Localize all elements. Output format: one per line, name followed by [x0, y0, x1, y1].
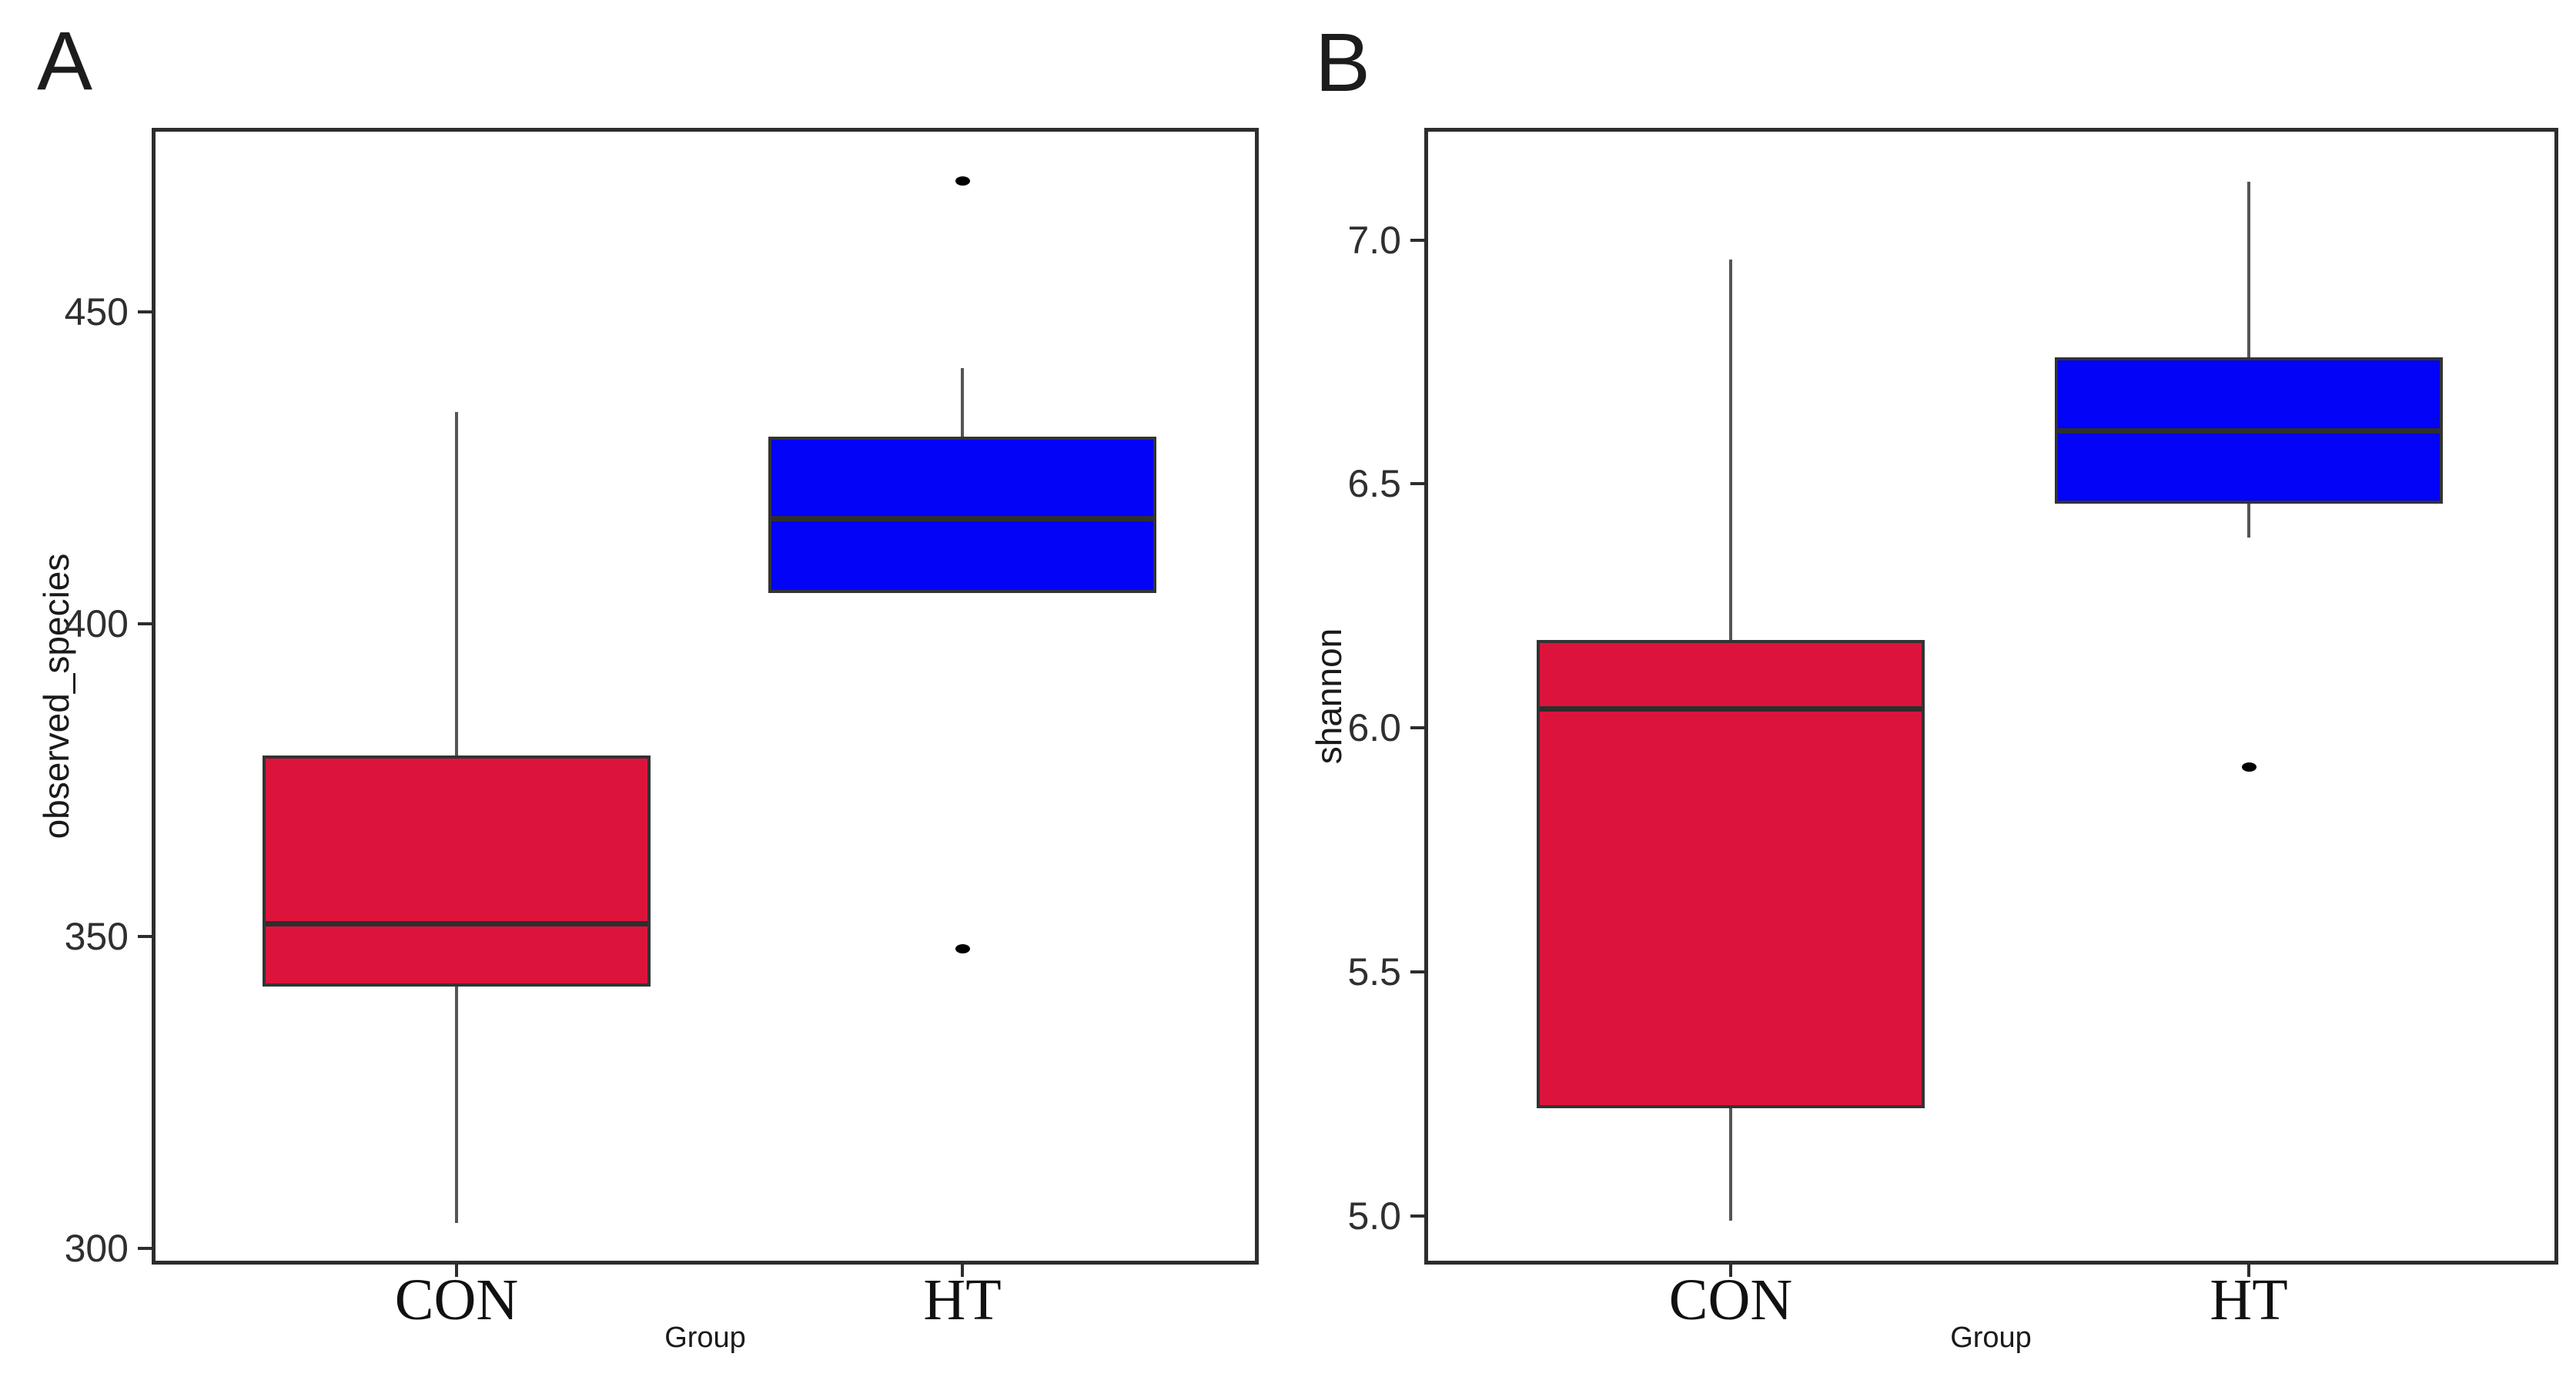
x-axis-tick — [961, 1265, 964, 1277]
panel-A-label: A — [37, 14, 93, 107]
panel-B-x-axis-title: Group — [1950, 1322, 2032, 1354]
y-axis-tick — [1410, 970, 1424, 973]
outlier-point — [955, 944, 970, 953]
panel-A-plot-frame — [152, 128, 1259, 1265]
outlier-point — [2242, 762, 2257, 772]
y-axis-tick — [138, 310, 152, 313]
y-axis-tick-label: 5.5 — [1347, 950, 1401, 993]
lower-whisker — [1729, 1108, 1732, 1221]
outlier-point — [955, 176, 970, 186]
x-axis-tick — [2247, 1265, 2250, 1277]
lower-whisker — [455, 986, 458, 1223]
iqr-box-con — [1537, 640, 1925, 1108]
x-axis-tick — [455, 1265, 458, 1277]
y-axis-tick-label: 400 — [64, 602, 129, 645]
y-axis-tick — [1410, 482, 1424, 485]
iqr-box-con — [263, 756, 651, 987]
upper-whisker — [2247, 182, 2250, 357]
median-line — [2058, 428, 2440, 434]
y-axis-tick-label: 5.0 — [1347, 1194, 1401, 1238]
panel-A-x-axis-title: Group — [664, 1322, 746, 1354]
x-category-label: HT — [2210, 1268, 2288, 1332]
panel-B-label: B — [1315, 15, 1371, 109]
median-line — [266, 921, 647, 926]
y-axis-tick — [138, 935, 152, 938]
y-axis-tick — [138, 622, 152, 625]
y-axis-tick-label: 450 — [64, 290, 129, 333]
y-axis-tick — [1410, 726, 1424, 729]
y-axis-tick — [138, 1247, 152, 1250]
iqr-box-ht — [768, 437, 1156, 593]
y-axis-tick-label: 350 — [64, 915, 129, 958]
upper-whisker — [1729, 260, 1732, 640]
y-axis-tick-label: 300 — [64, 1227, 129, 1270]
y-axis-tick-label: 7.0 — [1347, 219, 1401, 262]
median-line — [1540, 706, 1922, 712]
x-category-label: CON — [394, 1268, 519, 1332]
lower-whisker — [2247, 504, 2250, 538]
x-category-label: HT — [923, 1268, 1002, 1332]
x-category-label: CON — [1668, 1268, 1793, 1332]
median-line — [771, 516, 1153, 521]
y-axis-tick-label: 6.0 — [1347, 706, 1401, 749]
x-axis-tick — [1729, 1265, 1732, 1277]
upper-whisker — [961, 368, 964, 437]
y-axis-tick — [1410, 239, 1424, 242]
y-axis-tick-label: 6.5 — [1347, 462, 1401, 505]
y-axis-tick — [1410, 1215, 1424, 1218]
upper-whisker — [455, 412, 458, 756]
